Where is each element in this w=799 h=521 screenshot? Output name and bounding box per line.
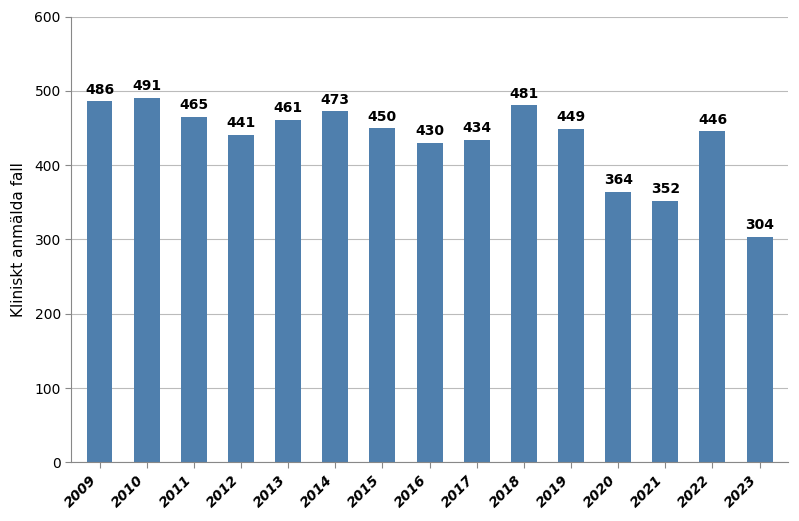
Text: 430: 430	[415, 125, 444, 139]
Bar	[511, 105, 537, 462]
Text: 449: 449	[556, 110, 586, 125]
Text: 434: 434	[462, 121, 491, 135]
Bar	[605, 192, 631, 462]
Bar	[699, 131, 725, 462]
Y-axis label: Kliniskt anmälda fall: Kliniskt anmälda fall	[11, 162, 26, 317]
Bar	[416, 143, 443, 462]
Text: 465: 465	[179, 98, 209, 113]
Text: 461: 461	[273, 102, 303, 116]
Bar	[86, 101, 113, 462]
Bar	[369, 128, 396, 462]
Bar	[228, 135, 254, 462]
Bar	[322, 111, 348, 462]
Bar	[746, 237, 773, 462]
Text: 486: 486	[85, 83, 114, 97]
Text: 446: 446	[698, 113, 727, 127]
Text: 441: 441	[226, 116, 256, 130]
Text: 364: 364	[604, 173, 633, 188]
Bar	[558, 129, 584, 462]
Text: 352: 352	[650, 182, 680, 196]
Text: 481: 481	[509, 86, 539, 101]
Bar	[275, 120, 301, 462]
Text: 304: 304	[745, 218, 774, 232]
Text: 491: 491	[132, 79, 161, 93]
Text: 450: 450	[368, 109, 397, 123]
Bar	[181, 117, 207, 462]
Bar	[463, 140, 490, 462]
Text: 473: 473	[320, 93, 350, 106]
Bar	[652, 201, 678, 462]
Bar	[133, 97, 160, 462]
